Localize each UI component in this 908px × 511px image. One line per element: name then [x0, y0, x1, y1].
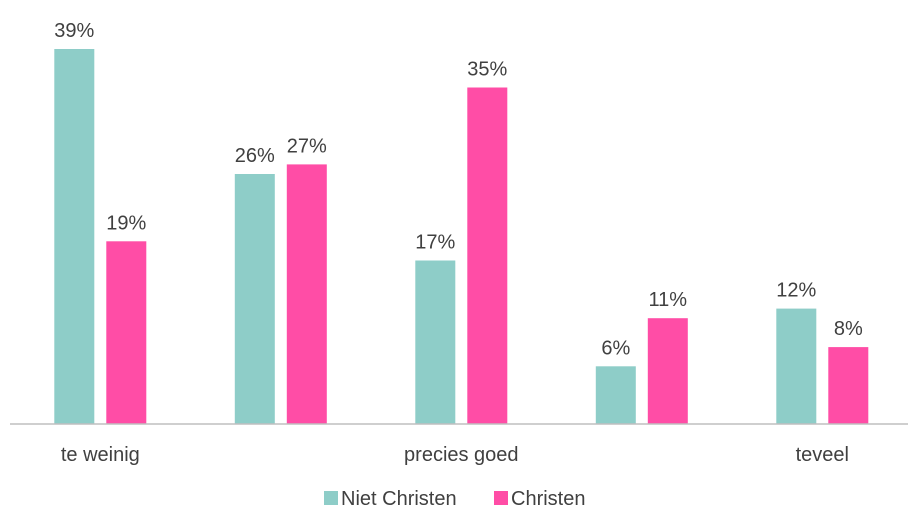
x-tick-label: precies goed	[404, 444, 519, 466]
data-label: 11%	[649, 289, 688, 311]
data-label: 26%	[235, 145, 275, 167]
data-label: 27%	[287, 135, 327, 157]
bar-niet-christen-4	[776, 308, 817, 424]
data-label: 39%	[54, 20, 94, 42]
bar-christen-3	[647, 318, 688, 424]
data-label: 8%	[834, 318, 863, 340]
bar-niet-christen-2	[415, 260, 456, 424]
data-label: 19%	[106, 212, 146, 234]
data-label: 35%	[467, 59, 507, 81]
data-label: 12%	[776, 280, 816, 302]
x-tick-label: teveel	[796, 444, 849, 466]
bar-niet-christen-1	[234, 174, 275, 424]
x-tick-labels-layer: te weinig precies goed teveel	[61, 444, 849, 466]
bar-christen-0	[106, 241, 147, 424]
data-label: 6%	[601, 337, 630, 359]
data-label: 17%	[415, 232, 455, 254]
bar-niet-christen-3	[595, 366, 636, 424]
bar-christen-4	[828, 347, 869, 424]
bar-niet-christen-0	[54, 49, 95, 424]
legend: Niet Christen Christen	[324, 488, 585, 510]
legend-christen-label: Christen	[511, 488, 585, 510]
bar-christen-1	[286, 164, 327, 424]
legend-niet-christen-swatch	[324, 491, 338, 505]
x-tick-label: te weinig	[61, 444, 140, 466]
bars-layer	[54, 49, 869, 424]
legend-niet-christen-label: Niet Christen	[341, 488, 457, 510]
legend-christen-swatch	[494, 491, 508, 505]
data-labels-layer: 39% 19% 26% 27% 17% 35% 6% 11% 12% 8%	[54, 20, 863, 359]
bar-christen-2	[467, 87, 508, 424]
